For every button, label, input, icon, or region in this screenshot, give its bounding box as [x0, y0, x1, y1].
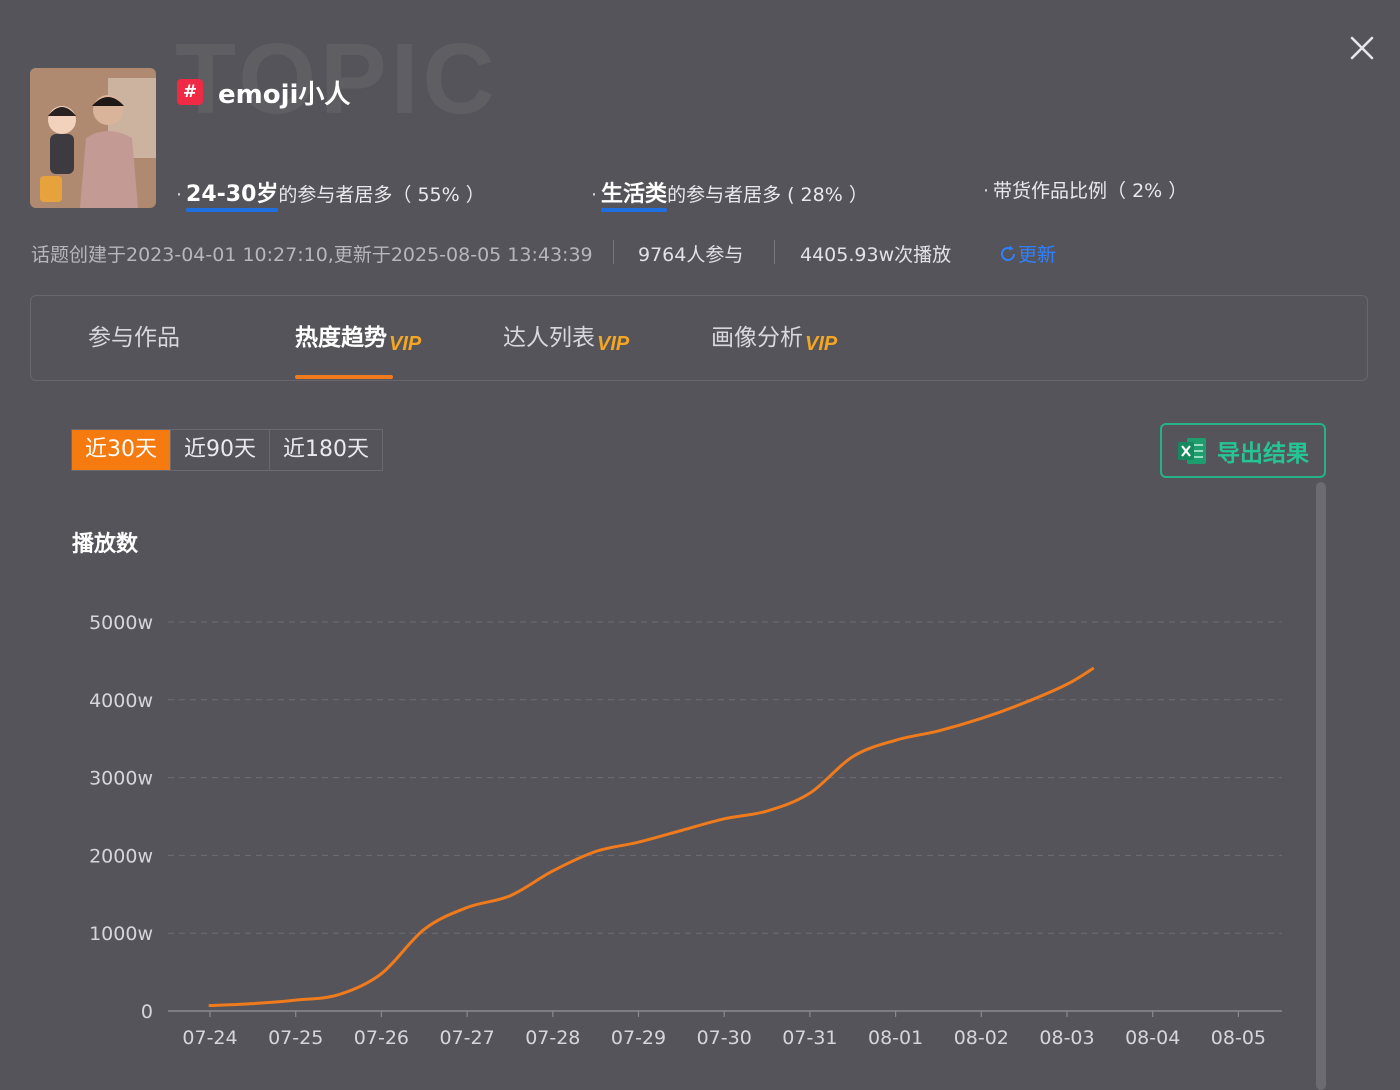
meta-divider	[774, 240, 775, 264]
bullet-dot-icon: ·	[591, 184, 598, 206]
tab-bar	[30, 295, 1368, 381]
stat-category: · 生活类的参与者居多 ( 28% ）	[591, 176, 868, 208]
plays-line-chart: 0 1000w 2000w 3000w 4000w 5000w 07-24 07-25 07-2…	[89, 612, 1282, 1049]
stat-category-highlight: 生活类	[601, 182, 668, 207]
stat-age-highlight: 24-30岁	[186, 182, 279, 207]
play-count: 4405.93w次播放	[800, 244, 952, 266]
watermark: TOPIC	[175, 23, 499, 135]
bullet-dot-icon: ·	[176, 184, 183, 206]
y-tick-label: 5000w	[89, 612, 153, 634]
vip-badge: VIP	[805, 333, 838, 355]
close-icon[interactable]	[1346, 32, 1378, 64]
stat-commerce-text: 带货作品比例（ 2% ）	[993, 180, 1188, 202]
date-range-selector: 近30天 近90天 近180天	[71, 429, 383, 471]
topic-title: emoji小人	[218, 80, 351, 110]
scrollbar[interactable]	[1316, 482, 1326, 1090]
tab-trend[interactable]: 热度趋势 VIP	[295, 318, 422, 355]
stat-age-text: 的参与者居多（ 55% ）	[278, 184, 485, 206]
refresh-icon	[1001, 245, 1015, 261]
excel-icon	[1178, 437, 1206, 464]
range-90-days-button[interactable]: 近90天	[171, 430, 270, 470]
x-tick-label: 08-02	[954, 1027, 1009, 1049]
stat-age: · 24-30岁的参与者居多（ 55% ）	[176, 176, 485, 208]
vip-badge: VIP	[389, 333, 422, 355]
y-tick-label: 0	[141, 1001, 153, 1023]
y-tick-label: 4000w	[89, 690, 153, 712]
bullet-dot-icon: ·	[983, 180, 990, 202]
export-button[interactable]: 导出结果	[1160, 423, 1326, 478]
x-tick-label: 07-28	[525, 1027, 580, 1049]
x-tick-label: 07-30	[697, 1027, 752, 1049]
tab-influencers[interactable]: 达人列表 VIP	[503, 318, 630, 355]
meta-divider	[613, 240, 614, 264]
stat-commerce: · 带货作品比例（ 2% ）	[983, 176, 1187, 203]
x-tick-label: 07-26	[354, 1027, 409, 1049]
participant-count: 9764人参与	[638, 244, 744, 266]
x-tick-label: 07-29	[611, 1027, 666, 1049]
vip-badge: VIP	[597, 333, 630, 355]
range-30-days-button[interactable]: 近30天	[72, 430, 171, 470]
x-tick-label: 07-25	[268, 1027, 323, 1049]
y-tick-label: 1000w	[89, 923, 153, 945]
active-tab-indicator	[295, 375, 393, 379]
topic-avatar	[30, 68, 156, 208]
hashtag-icon: #	[177, 79, 203, 105]
created-updated-time: 话题创建于2023-04-01 10:27:10,更新于2025-08-05 1…	[31, 244, 593, 266]
x-tick-label: 07-24	[182, 1027, 237, 1049]
x-tick-label: 08-03	[1039, 1027, 1094, 1049]
tab-profile[interactable]: 画像分析 VIP	[711, 318, 838, 355]
tab-profile-label: 画像分析	[711, 325, 803, 351]
tab-works[interactable]: 参与作品	[88, 318, 180, 352]
series-line	[208, 667, 1095, 1008]
refresh-button[interactable]: 更新	[998, 240, 1056, 267]
x-tick-label: 08-01	[868, 1027, 923, 1049]
x-tick-label: 08-04	[1125, 1027, 1180, 1049]
tab-works-label: 参与作品	[88, 325, 180, 351]
range-180-days-button[interactable]: 近180天	[283, 437, 369, 462]
x-tick-label: 08-05	[1211, 1027, 1266, 1049]
tab-trend-label: 热度趋势	[295, 325, 387, 351]
y-tick-label: 3000w	[89, 768, 153, 790]
stat-category-text: 的参与者居多 ( 28% ）	[667, 184, 868, 206]
y-axis-label: 播放数	[72, 532, 139, 557]
x-tick-label: 07-31	[782, 1027, 837, 1049]
y-tick-label: 2000w	[89, 845, 153, 867]
refresh-label: 更新	[1018, 244, 1057, 266]
x-tick-label: 07-27	[439, 1027, 494, 1049]
export-label: 导出结果	[1217, 440, 1309, 467]
tab-influencers-label: 达人列表	[503, 325, 595, 351]
